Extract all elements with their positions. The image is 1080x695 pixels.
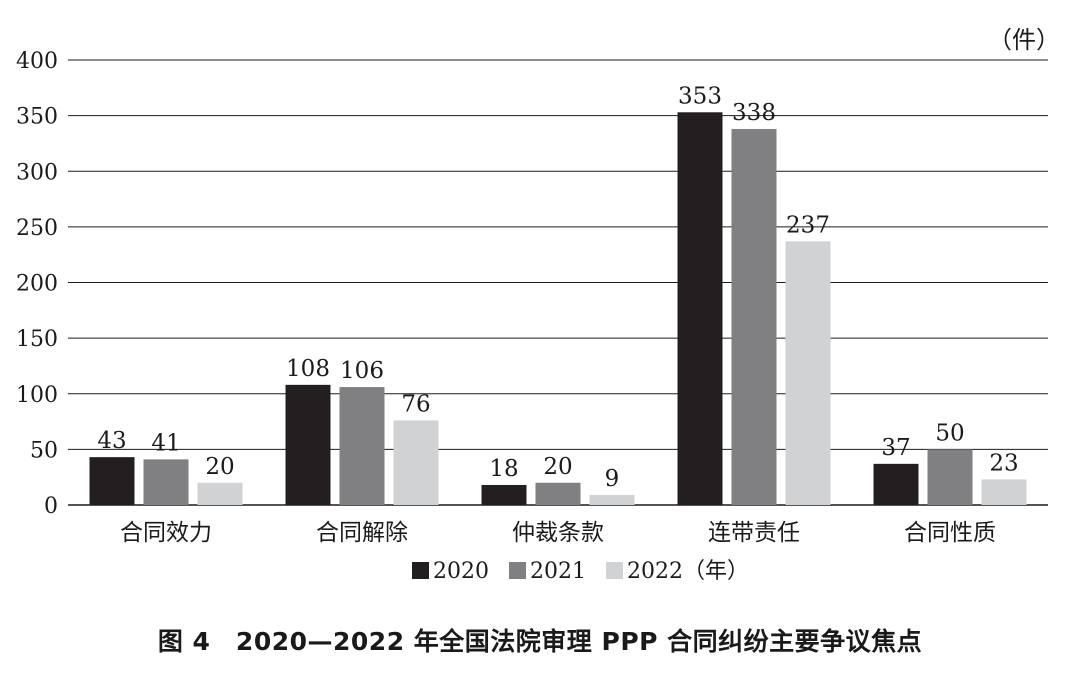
- bar-仲裁条款-2020: [481, 484, 527, 505]
- bar-合同效力-2021: [143, 459, 189, 505]
- data-label-合同解除-2022（年）: 76: [401, 391, 430, 417]
- y-axis-ticks: 0 50 100 150 200 250 300 350 400: [16, 49, 58, 519]
- data-label-连带责任-2021: 338: [732, 100, 776, 126]
- data-label-连带责任-2022（年）: 237: [786, 212, 830, 238]
- bar-合同性质-2021: [927, 449, 973, 505]
- legend-label-2020: 2020: [433, 559, 489, 584]
- category-label-合同解除: 合同解除: [316, 520, 408, 546]
- data-label-合同效力-2021: 41: [151, 430, 180, 456]
- data-label-合同效力-2022（年）: 20: [205, 454, 234, 480]
- y-tick-label-350: 350: [16, 105, 58, 130]
- data-label-仲裁条款-2020: 18: [489, 456, 518, 482]
- bar-合同性质-2022（年）: [981, 479, 1027, 505]
- data-label-连带责任-2020: 353: [678, 83, 722, 109]
- y-tick-label-400: 400: [16, 49, 58, 74]
- legend-label-2022（年）: 2022（年）: [627, 559, 749, 584]
- data-label-合同效力-2020: 43: [97, 428, 126, 454]
- bar-合同效力-2020: [89, 457, 135, 505]
- y-tick-label-100: 100: [16, 383, 58, 408]
- data-label-合同解除-2020: 108: [286, 356, 330, 382]
- bar-合同性质-2020: [873, 463, 919, 505]
- bar-连带责任-2021: [731, 128, 777, 505]
- bar-合同解除-2022（年）: [393, 420, 439, 505]
- data-label-仲裁条款-2022（年）: 9: [605, 466, 620, 492]
- y-tick-label-0: 0: [44, 494, 58, 519]
- data-label-仲裁条款-2021: 20: [543, 454, 572, 480]
- bar-连带责任-2020: [677, 112, 723, 505]
- bar-连带责任-2022（年）: [785, 241, 831, 505]
- legend: 2020 2021 2022（年）: [412, 559, 749, 584]
- y-tick-label-300: 300: [16, 160, 58, 185]
- x-axis-category-labels: 合同效力 合同解除 仲裁条款 连带责任 合同性质: [120, 520, 996, 546]
- data-label-合同解除-2021: 106: [340, 358, 384, 384]
- category-label-连带责任: 连带责任: [708, 520, 800, 546]
- bar-合同解除-2021: [339, 387, 385, 505]
- category-label-合同性质: 合同性质: [904, 520, 996, 546]
- bar-合同效力-2022（年）: [197, 482, 243, 505]
- y-tick-label-250: 250: [16, 216, 58, 241]
- data-label-合同性质-2022（年）: 23: [989, 450, 1018, 476]
- bar-仲裁条款-2021: [535, 482, 581, 505]
- bar-chart: 0 50 100 150 200 250 300 350 400 （件） 43 41 20 108 10…: [16, 26, 1060, 584]
- legend-swatch-2022（年）: [606, 562, 623, 579]
- legend-swatch-2021: [509, 562, 526, 579]
- bars: 43 41 20 108 106 76 18 20 9 353 338 237 37 50 23: [89, 83, 1027, 505]
- data-label-合同性质-2020: 37: [881, 435, 910, 461]
- chart-title: 图 4 2020—2022 年全国法院审理 PPP 合同纠纷主要争议焦点: [157, 627, 923, 656]
- y-tick-label-200: 200: [16, 272, 58, 297]
- legend-swatch-2020: [412, 562, 429, 579]
- y-tick-label-50: 50: [30, 438, 58, 463]
- bar-仲裁条款-2022（年）: [589, 494, 635, 505]
- category-label-仲裁条款: 仲裁条款: [512, 520, 604, 546]
- data-label-合同性质-2021: 50: [935, 420, 964, 446]
- y-tick-label-150: 150: [16, 327, 58, 352]
- bar-合同解除-2020: [285, 384, 331, 505]
- category-label-合同效力: 合同效力: [120, 520, 212, 546]
- legend-label-2021: 2021: [530, 559, 586, 584]
- y-axis-unit-label: （件）: [988, 26, 1060, 54]
